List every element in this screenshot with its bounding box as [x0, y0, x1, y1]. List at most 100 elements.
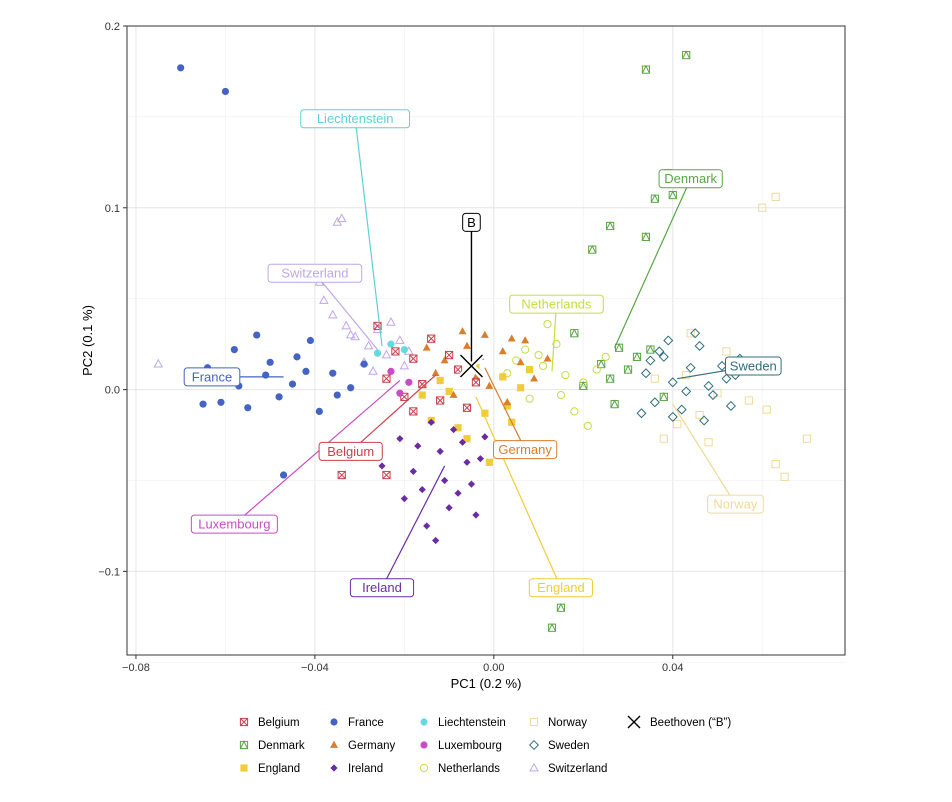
callout-netherlands: Netherlands [509, 294, 604, 314]
series-luxembourg [387, 367, 413, 397]
callout-sweden: Sweden [724, 356, 782, 376]
denmark-point [570, 328, 579, 338]
sweden-point [699, 415, 710, 426]
series-belgium [337, 321, 481, 480]
callout-layer: Liechtenstein Denmark Switzerland Netherlan… [183, 109, 782, 598]
norway-point [758, 203, 767, 212]
sweden-point [681, 386, 692, 397]
callout-line-liechtenstein [354, 118, 383, 347]
callout-line-luxembourg [233, 380, 401, 525]
denmark-point [597, 359, 606, 369]
legend-item-england: England [240, 763, 300, 775]
norway-point [771, 192, 780, 201]
legend-item-belgium: Belgium [239, 717, 300, 729]
sweden-point [721, 373, 732, 384]
callout-label-luxembourg: Luxembourg [198, 517, 270, 532]
sweden-point [667, 411, 678, 422]
legend-key-luxembourg [420, 741, 428, 749]
england-point [436, 376, 444, 385]
netherlands-point [534, 350, 543, 360]
callout-line-england [475, 396, 562, 588]
series-germany [422, 327, 552, 406]
points-layer [153, 50, 812, 632]
france-point [244, 404, 252, 412]
netherlands-point [561, 370, 570, 380]
denmark-point [588, 244, 597, 254]
y-tick-label: 0.0 [105, 385, 120, 397]
denmark-point [614, 343, 624, 352]
ireland-point [481, 433, 489, 441]
callout-label-france: France [192, 369, 232, 384]
ireland-point [414, 442, 422, 450]
ireland-point [476, 455, 485, 463]
plot-frame [126, 25, 846, 656]
france-point [262, 371, 270, 379]
switzerland-point [395, 335, 405, 344]
england-point [526, 365, 534, 374]
callout-denmark: Denmark [658, 169, 723, 189]
callout-box-sweden [724, 356, 782, 376]
legend-label-liechtenstein: Liechtenstein [438, 717, 506, 729]
netherlands-point [570, 407, 579, 416]
belgium-point [471, 378, 481, 387]
denmark-point [606, 221, 615, 231]
england-point [454, 424, 462, 432]
legend-item-norway: Norway [529, 717, 587, 729]
callout-liechtenstein: Liechtenstein [300, 109, 411, 129]
legend-label-luxembourg: Luxembourg [438, 740, 502, 752]
callout-label-switzerland: Switzerland [281, 266, 348, 281]
switzerland-point [345, 329, 356, 339]
legend-label-netherlands: Netherlands [438, 763, 500, 775]
sweden-point [649, 397, 660, 408]
sweden-point [645, 355, 656, 366]
legend-item-ireland: Ireland [330, 763, 383, 775]
belgium-point [462, 403, 472, 412]
legend: Belgium Denmark England France Germany Irelan… [239, 713, 731, 775]
liechtenstein-point [387, 340, 395, 348]
callout-germany: Germany [493, 440, 558, 460]
france-point [315, 407, 323, 415]
legend-label-germany: Germany [348, 740, 396, 752]
france-point [217, 398, 225, 406]
callout-label-norway: Norway [713, 497, 758, 512]
norway-point [771, 460, 780, 469]
callout-box-liechtenstein [300, 109, 411, 129]
france-point [253, 331, 261, 339]
callout-switzerland: Switzerland [267, 263, 363, 283]
sweden-point [676, 404, 687, 415]
switzerland-point [341, 320, 352, 330]
sweden-point [663, 335, 674, 346]
series-ireland [378, 418, 489, 545]
belgium-point [391, 347, 400, 356]
legend-label-denmark: Denmark [258, 740, 305, 752]
legend-item-france: France [330, 717, 384, 729]
belgium-point [382, 374, 391, 383]
norway-point [695, 410, 704, 420]
netherlands-point [592, 365, 601, 374]
x-tick-label: −0.04 [301, 662, 329, 674]
legend-item-sweden: Sweden [528, 739, 590, 752]
callout-b: B [462, 212, 481, 232]
belgium-point [337, 470, 346, 480]
denmark-point [610, 399, 619, 409]
series-france [177, 64, 368, 479]
denmark-point [579, 381, 588, 391]
sweden-point [636, 408, 647, 419]
legend-key-liechtenstein [420, 718, 428, 726]
legend-key-beethoven-b [625, 713, 643, 731]
callout-box-england [528, 578, 594, 598]
series-denmark [547, 50, 691, 632]
sweden-point [658, 351, 669, 362]
legend-label-england: England [258, 763, 300, 775]
belgium-point [427, 334, 436, 343]
england-point [481, 409, 489, 417]
legend-label-beethoven-b: Beethoven (“B”) [650, 717, 731, 729]
france-point [199, 400, 207, 408]
norway-point [673, 420, 682, 429]
england-point [485, 458, 493, 466]
switzerland-point [153, 358, 164, 368]
callout-line-switzerland [314, 272, 378, 350]
sweden-point [725, 400, 736, 411]
legend-key-sweden [528, 739, 540, 751]
